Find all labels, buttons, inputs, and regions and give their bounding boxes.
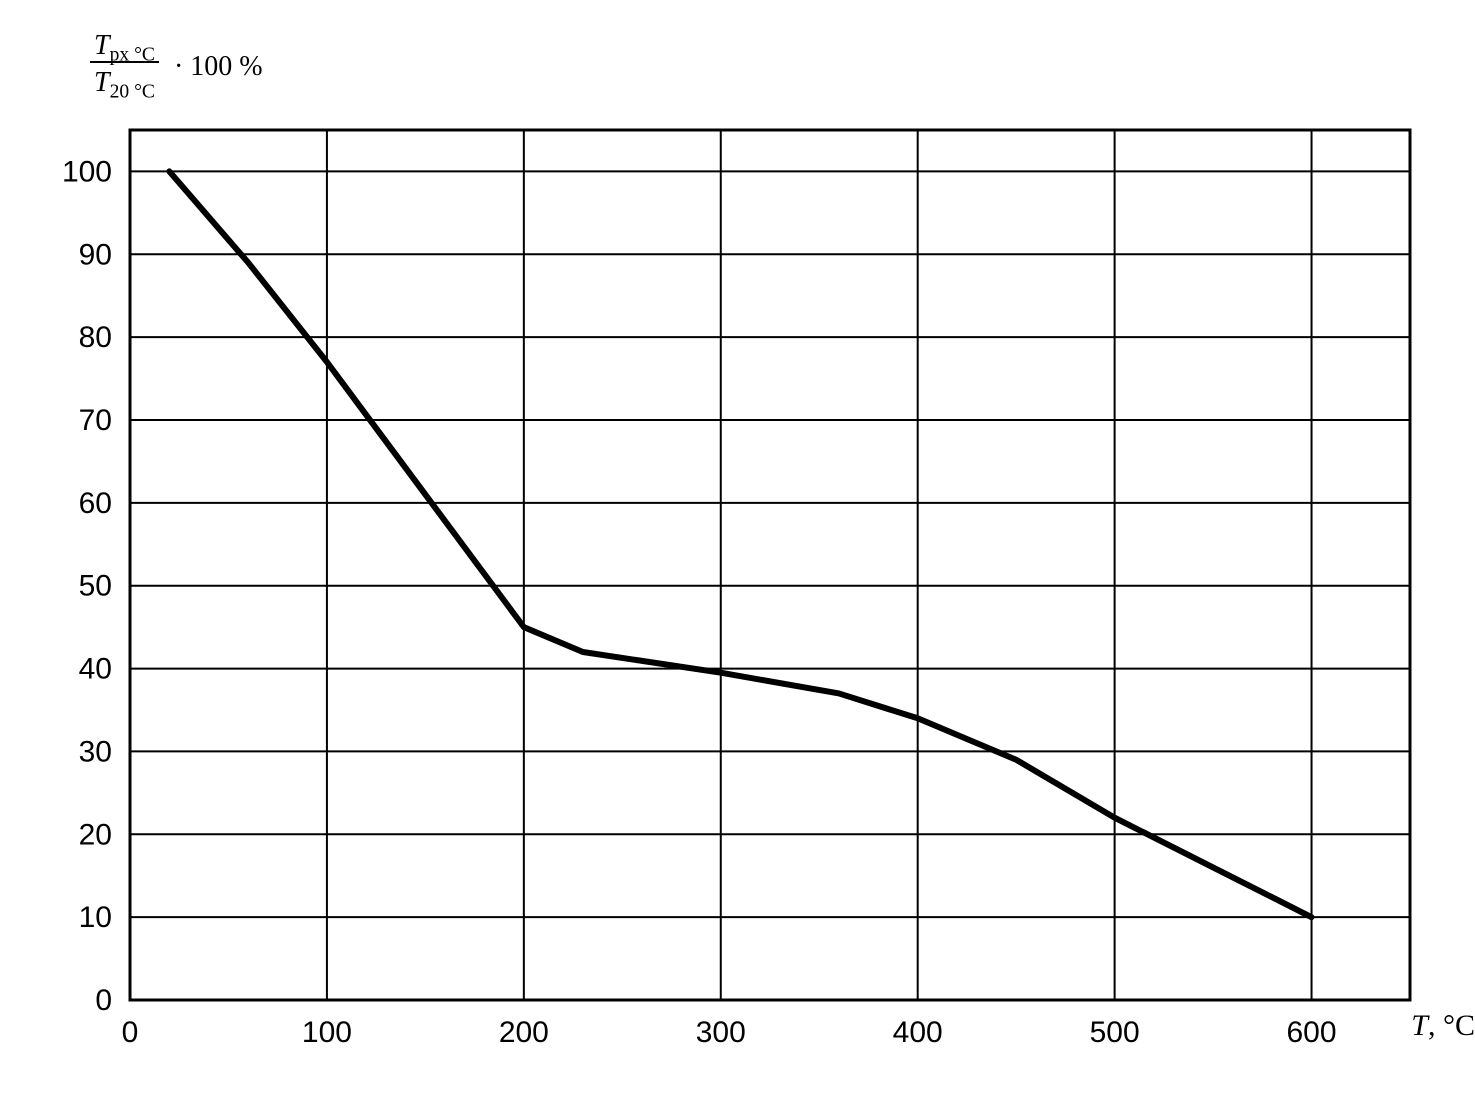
x-axis-title: T, °C — [1411, 1009, 1475, 1043]
x-title-var: T — [1411, 1009, 1428, 1042]
chart-svg: 0 100 200 300 400 500 600 0 10 20 30 40 50 60 70 80 90 10… — [20, 20, 1475, 1073]
y-tick-label: 20 — [79, 818, 112, 851]
x-title-suffix: , °C — [1428, 1009, 1475, 1042]
x-tick-label: 600 — [1287, 1016, 1337, 1049]
x-tick-label: 100 — [302, 1016, 352, 1049]
y-tick-label: 80 — [79, 321, 112, 354]
y-tick-label: 100 — [62, 155, 112, 188]
y-tick-label: 70 — [79, 404, 112, 437]
y-axis-title: Tpx °C T20 °C · 100 % — [90, 30, 263, 103]
y-tick-label: 40 — [79, 653, 112, 686]
y-title-num-sub: px °C — [110, 45, 155, 66]
y-tick-label: 60 — [79, 487, 112, 520]
y-tick-label: 50 — [79, 570, 112, 603]
y-title-num-var: T — [94, 30, 110, 61]
y-tick-label: 30 — [79, 735, 112, 768]
x-tick-label: 200 — [499, 1016, 549, 1049]
y-title-suffix: · 100 % — [174, 51, 263, 82]
x-tick-label: 500 — [1090, 1016, 1140, 1049]
x-tick-label: 0 — [122, 1016, 139, 1049]
y-title-den-sub: 20 °C — [110, 81, 155, 102]
data-line — [169, 171, 1311, 917]
x-tick-label: 300 — [696, 1016, 746, 1049]
y-tick-label: 0 — [95, 984, 112, 1017]
y-tick-label: 90 — [79, 238, 112, 271]
x-tick-label: 400 — [893, 1016, 943, 1049]
y-title-den-var: T — [94, 67, 110, 98]
y-tick-label: 10 — [79, 901, 112, 934]
chart-container: Tpx °C T20 °C · 100 % 010020030040050060… — [20, 20, 1475, 1073]
